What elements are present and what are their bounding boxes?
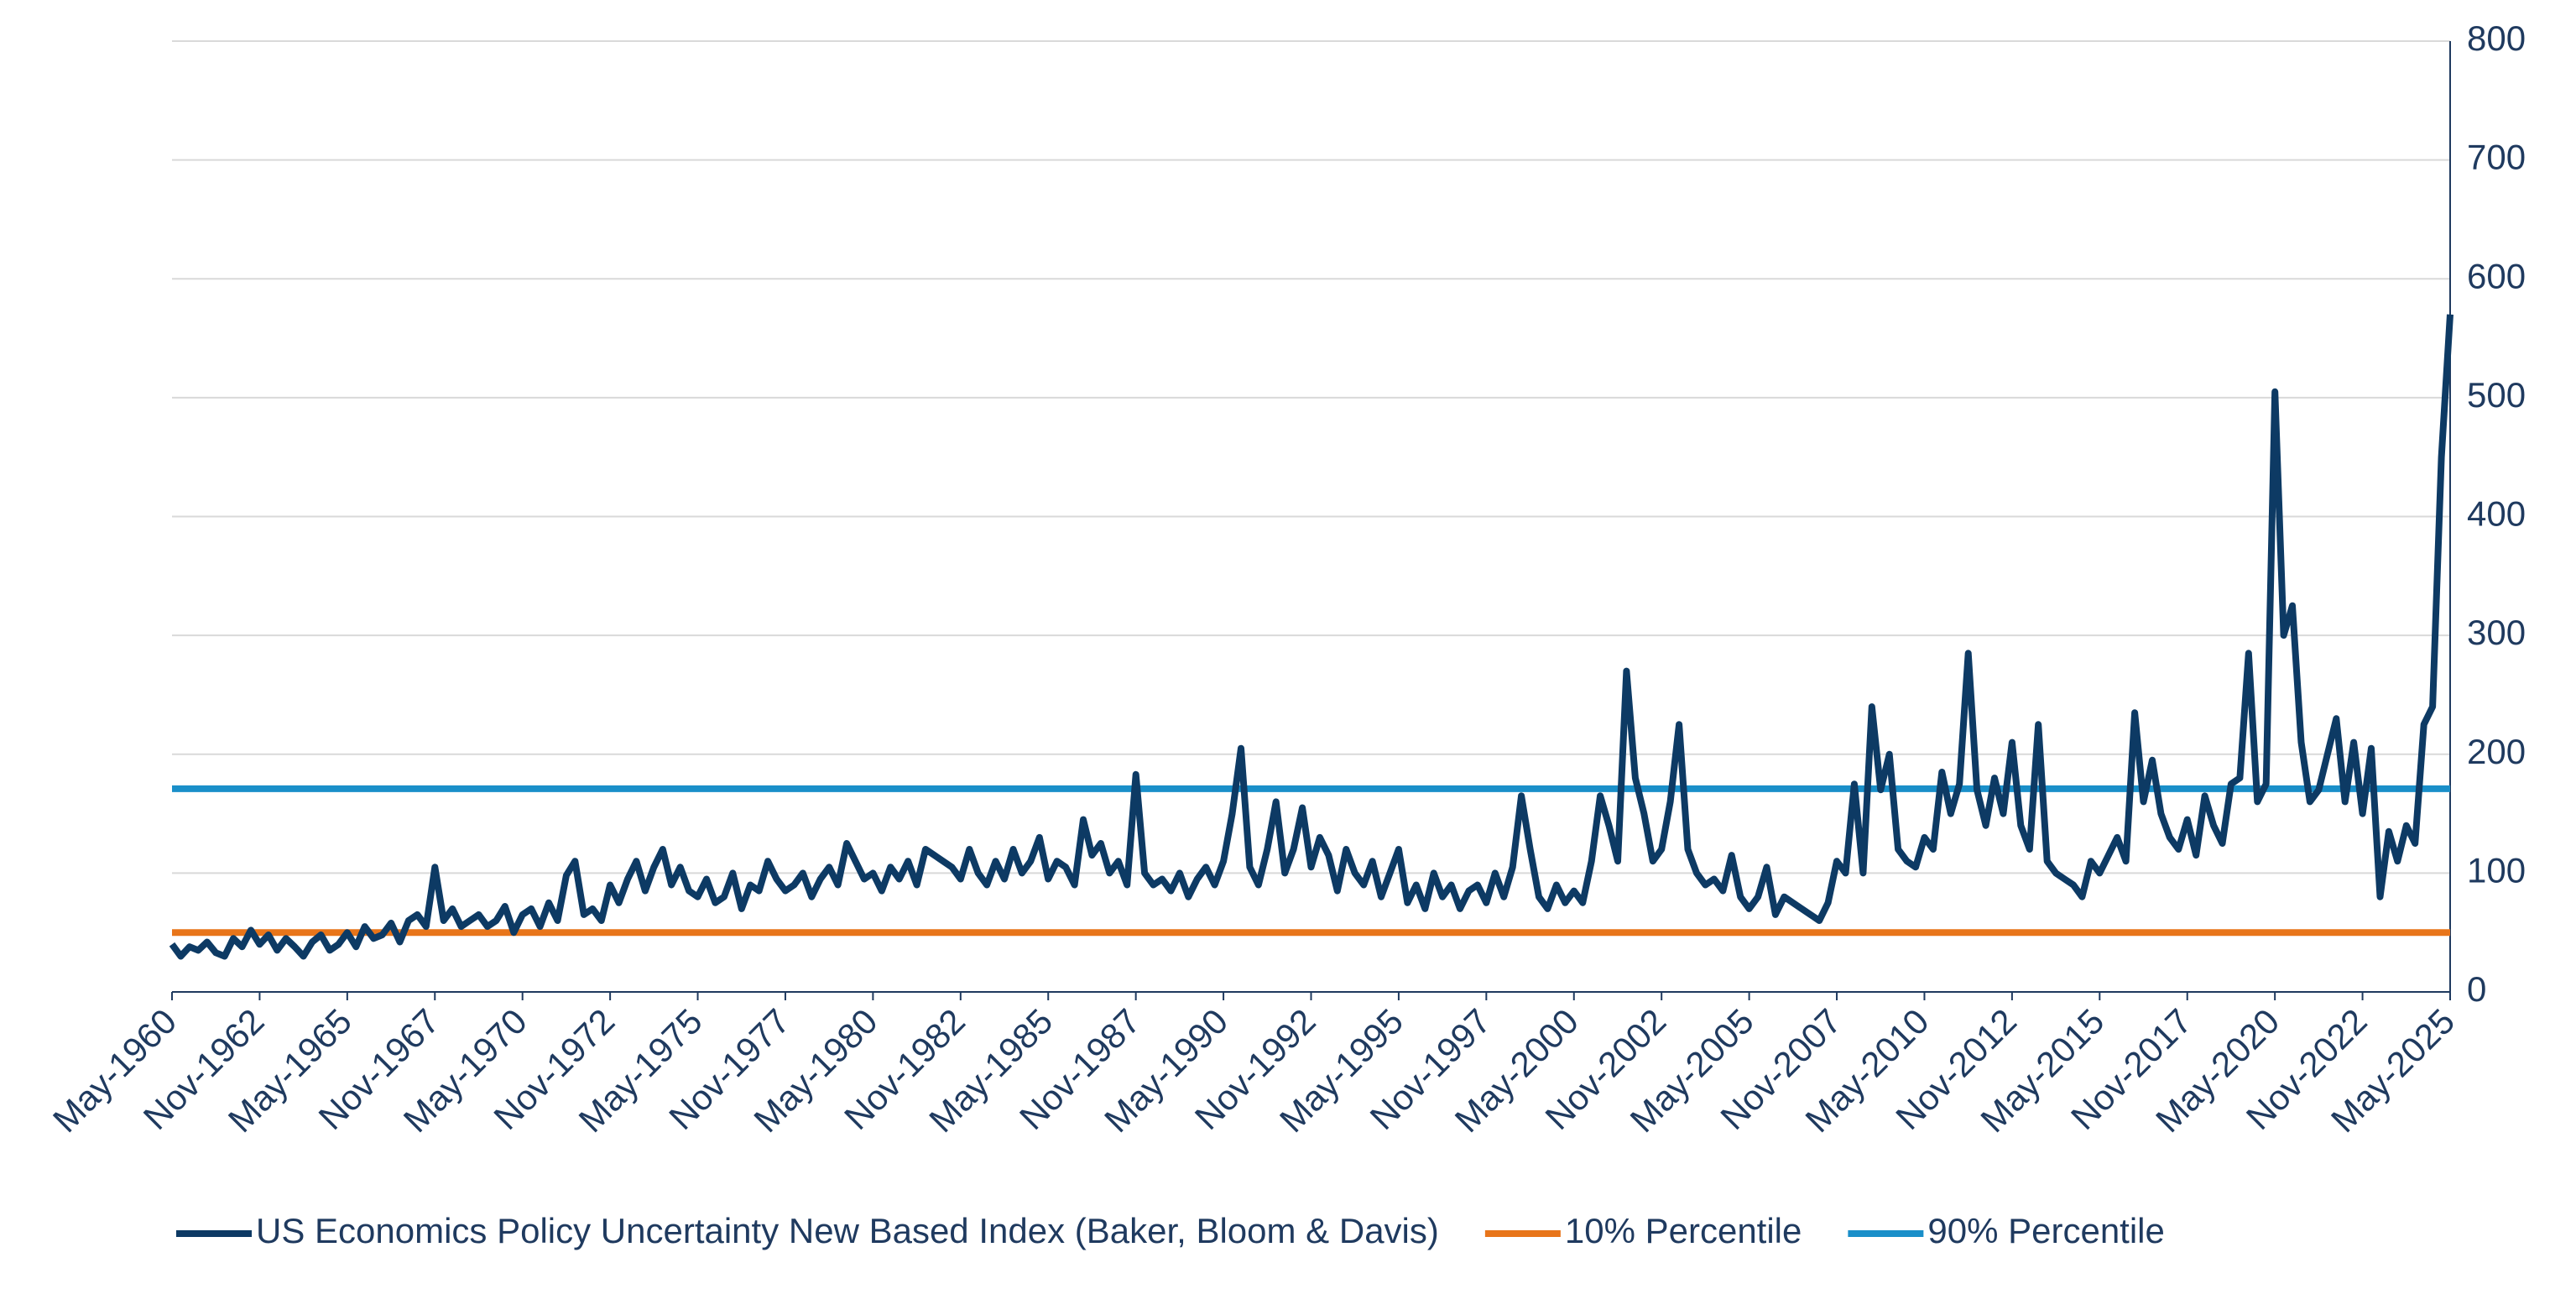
legend-label: 10% Percentile bbox=[1565, 1211, 1802, 1250]
y-tick-label: 200 bbox=[2467, 732, 2526, 771]
y-tick-label: 100 bbox=[2467, 850, 2526, 890]
y-tick-label: 800 bbox=[2467, 18, 2526, 58]
y-tick-label: 300 bbox=[2467, 613, 2526, 652]
y-tick-label: 0 bbox=[2467, 969, 2486, 1009]
legend-label: 90% Percentile bbox=[1927, 1211, 2165, 1250]
y-tick-label: 600 bbox=[2467, 256, 2526, 295]
legend-label: US Economics Policy Uncertainty New Base… bbox=[256, 1211, 1439, 1250]
y-tick-label: 700 bbox=[2467, 138, 2526, 177]
data-line bbox=[169, 314, 2453, 960]
y-tick-label: 500 bbox=[2467, 375, 2526, 415]
y-tick-label: 400 bbox=[2467, 494, 2526, 534]
